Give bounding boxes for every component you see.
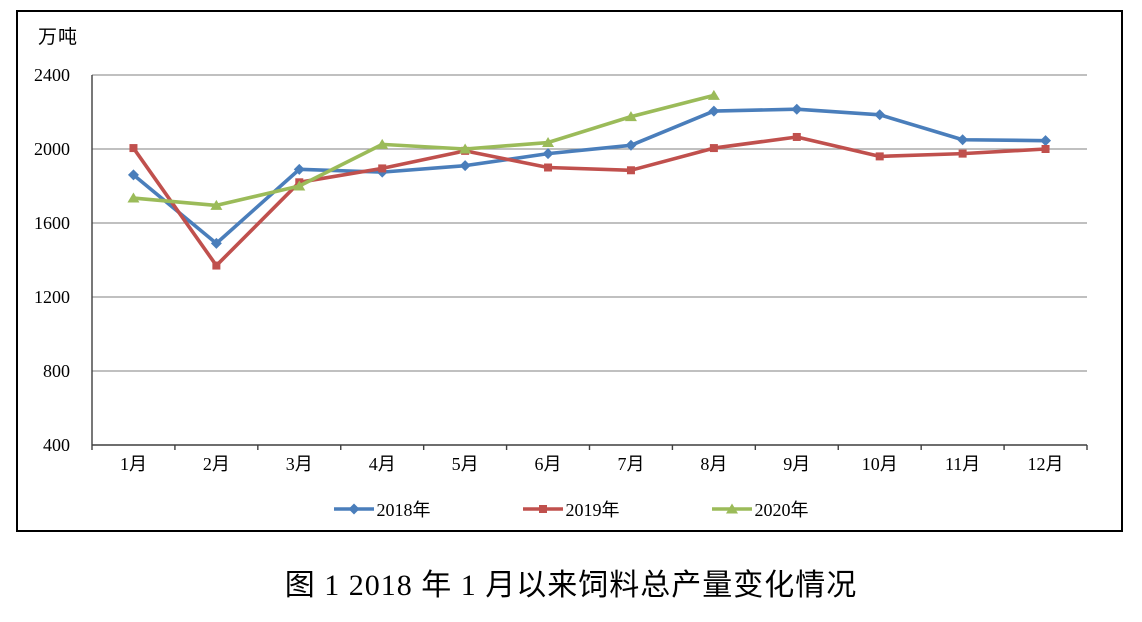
legend-label: 2019年 xyxy=(565,500,620,520)
series-2019-marker xyxy=(958,149,967,158)
series-2019-marker xyxy=(212,261,221,270)
x-tick-label: 7月 xyxy=(617,454,644,474)
series-2018-marker xyxy=(542,148,554,160)
series-2020-marker xyxy=(707,89,720,100)
legend-item-2019: 2019年 xyxy=(522,496,620,522)
series-2020-marker xyxy=(210,199,223,210)
series-2020-line xyxy=(131,93,716,208)
series-2018-marker xyxy=(210,237,222,249)
series-2018-marker xyxy=(293,163,305,175)
x-tick-label: 2月 xyxy=(203,454,230,474)
series-2019-line xyxy=(131,135,1048,268)
legend-item-2020: 2020年 xyxy=(711,496,809,522)
series-2020-marker xyxy=(542,137,555,148)
series-2020-marker xyxy=(376,138,389,149)
legend-label: 2018年 xyxy=(376,500,431,520)
x-tick-label: 5月 xyxy=(452,454,479,474)
series-2020-marker xyxy=(127,192,140,203)
series-2019-marker xyxy=(792,132,801,141)
series-2019-marker xyxy=(378,164,387,173)
series-2019-marker xyxy=(626,166,635,175)
series-2018-marker xyxy=(625,139,637,151)
series-2018-marker xyxy=(957,134,969,146)
series-2019-marker xyxy=(129,144,138,153)
x-tick-label: 9月 xyxy=(783,454,810,474)
series-2020-marker xyxy=(624,111,637,122)
series-2018-line xyxy=(131,107,1048,246)
y-tick-label: 2400 xyxy=(34,65,70,85)
legend-label: 2020年 xyxy=(754,500,809,520)
series-2019-marker xyxy=(709,144,718,153)
x-tick-label: 1月 xyxy=(120,454,147,474)
series-2018-marker xyxy=(1040,135,1052,147)
series-2020-marker xyxy=(459,143,472,154)
x-tick-label: 11月 xyxy=(945,454,980,474)
y-tick-label: 1600 xyxy=(34,213,70,233)
y-tick-label: 1200 xyxy=(34,287,70,307)
series-2018-marker xyxy=(459,160,471,172)
series-2020-marker xyxy=(293,180,306,191)
y-tick-label: 800 xyxy=(43,361,70,381)
legend-square-icon xyxy=(522,505,563,513)
y-axis-unit-label: 万吨 xyxy=(38,27,79,48)
legend-diamond-icon xyxy=(333,503,374,515)
figure-caption: 图 1 2018 年 1 月以来饲料总产量变化情况 xyxy=(284,569,858,602)
x-tick-label: 12月 xyxy=(1028,454,1064,474)
legend-triangle-icon xyxy=(711,503,752,514)
series-2019-marker xyxy=(544,163,553,172)
x-tick-label: 10月 xyxy=(862,454,898,474)
series-2018-marker xyxy=(708,105,720,117)
y-tick-label: 2000 xyxy=(34,139,70,159)
series-2018-marker xyxy=(127,169,139,181)
x-tick-label: 6月 xyxy=(535,454,562,474)
series-2018-marker xyxy=(791,103,803,115)
series-2018-marker xyxy=(874,109,886,121)
series-2019-marker xyxy=(1041,145,1050,153)
legend-item-2018: 2018年 xyxy=(333,496,431,522)
x-tick-label: 4月 xyxy=(369,454,396,474)
chart-legend: 2018年 2019年 2020年 xyxy=(0,496,1142,522)
x-tick-label: 3月 xyxy=(286,454,313,474)
series-2019-marker xyxy=(875,152,884,161)
x-tick-label: 8月 xyxy=(700,454,727,474)
y-tick-label: 400 xyxy=(43,435,70,455)
